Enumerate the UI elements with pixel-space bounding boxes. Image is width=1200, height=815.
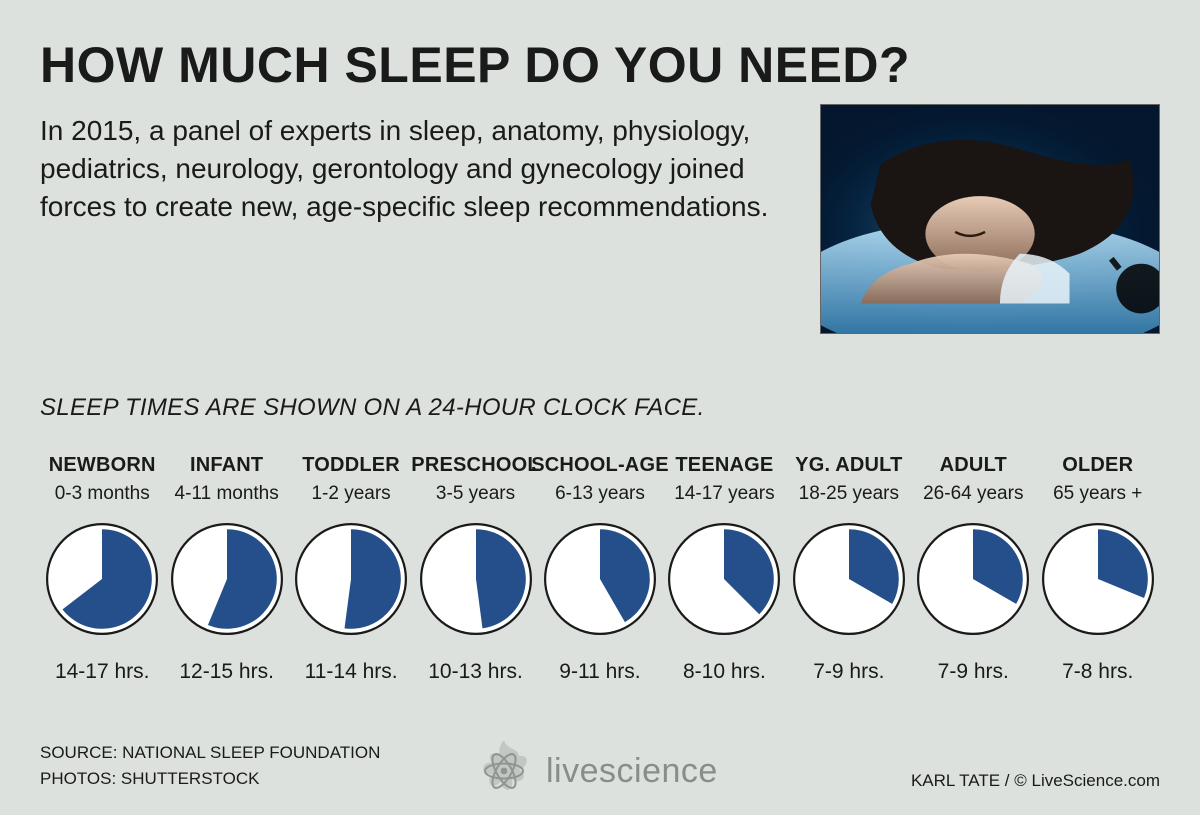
hours-text: 12-15 hrs. (179, 660, 274, 684)
hours-text: 8-10 hrs. (683, 660, 766, 684)
age-label: YG. ADULT (795, 454, 902, 477)
age-range: 6-13 years (555, 483, 645, 505)
age-range: 65 years + (1053, 483, 1142, 505)
clock-face-icon (295, 523, 407, 640)
hours-text: 11-14 hrs. (305, 660, 398, 684)
clock-face-icon (1042, 523, 1154, 640)
age-cell: YG. ADULT 18-25 years 7-9 hrs. (787, 454, 911, 684)
page-title: HOW MUCH SLEEP DO YOU NEED? (40, 36, 1160, 94)
age-range: 18-25 years (799, 483, 899, 505)
atom-splat-icon (470, 737, 538, 805)
clock-face-icon (420, 523, 532, 640)
byline: KARL TATE / © LiveScience.com (911, 771, 1160, 791)
age-range: 3-5 years (436, 483, 515, 505)
intro-text: In 2015, a panel of experts in sleep, an… (40, 112, 790, 334)
clock-face-icon (917, 523, 1029, 640)
age-cell: INFANT 4-11 months 12-15 hrs. (164, 454, 288, 684)
age-label: ADULT (940, 454, 1007, 477)
age-range: 26-64 years (923, 483, 1023, 505)
age-cell: PRESCHOOL 3-5 years 10-13 hrs. (413, 454, 537, 684)
age-range: 0-3 months (55, 483, 150, 505)
age-label: OLDER (1062, 454, 1133, 477)
age-label: INFANT (190, 454, 263, 477)
logo-text: livescience (546, 752, 718, 791)
age-label: PRESCHOOL (411, 454, 539, 477)
age-cell: TEENAGE 14-17 years 8-10 hrs. (662, 454, 786, 684)
hours-text: 10-13 hrs. (428, 660, 523, 684)
age-range: 1-2 years (311, 483, 390, 505)
age-range: 4-11 months (175, 483, 279, 505)
age-cell: SCHOOL-AGE 6-13 years 9-11 hrs. (538, 454, 662, 684)
age-cell: NEWBORN 0-3 months 14-17 hrs. (40, 454, 164, 684)
intro-row: In 2015, a panel of experts in sleep, an… (40, 112, 1160, 334)
clock-face-icon (793, 523, 905, 640)
photos-line: PHOTOS: SHUTTERSTOCK (40, 766, 380, 792)
age-cell: OLDER 65 years + 7-8 hrs. (1036, 454, 1160, 684)
age-range: 14-17 years (674, 483, 774, 505)
age-label: TEENAGE (675, 454, 773, 477)
hours-text: 9-11 hrs. (559, 660, 640, 684)
clock-face-icon (668, 523, 780, 640)
credits-left: SOURCE: NATIONAL SLEEP FOUNDATION PHOTOS… (40, 740, 380, 791)
hero-photo (820, 104, 1160, 334)
source-line: SOURCE: NATIONAL SLEEP FOUNDATION (40, 740, 380, 766)
clock-face-icon (46, 523, 158, 640)
clock-grid: NEWBORN 0-3 months 14-17 hrs. INFANT 4-1… (40, 454, 1160, 684)
hours-text: 7-9 hrs. (813, 660, 884, 684)
hours-text: 14-17 hrs. (55, 660, 150, 684)
hours-text: 7-9 hrs. (938, 660, 1009, 684)
age-label: SCHOOL-AGE (531, 454, 669, 477)
age-cell: TODDLER 1-2 years 11-14 hrs. (289, 454, 413, 684)
hours-text: 7-8 hrs. (1062, 660, 1133, 684)
clock-note: SLEEP TIMES ARE SHOWN ON A 24-HOUR CLOCK… (40, 394, 1160, 422)
age-label: NEWBORN (49, 454, 156, 477)
clock-face-icon (171, 523, 283, 640)
age-label: TODDLER (302, 454, 400, 477)
site-logo: livescience (470, 737, 730, 805)
age-cell: ADULT 26-64 years 7-9 hrs. (911, 454, 1035, 684)
clock-face-icon (544, 523, 656, 640)
